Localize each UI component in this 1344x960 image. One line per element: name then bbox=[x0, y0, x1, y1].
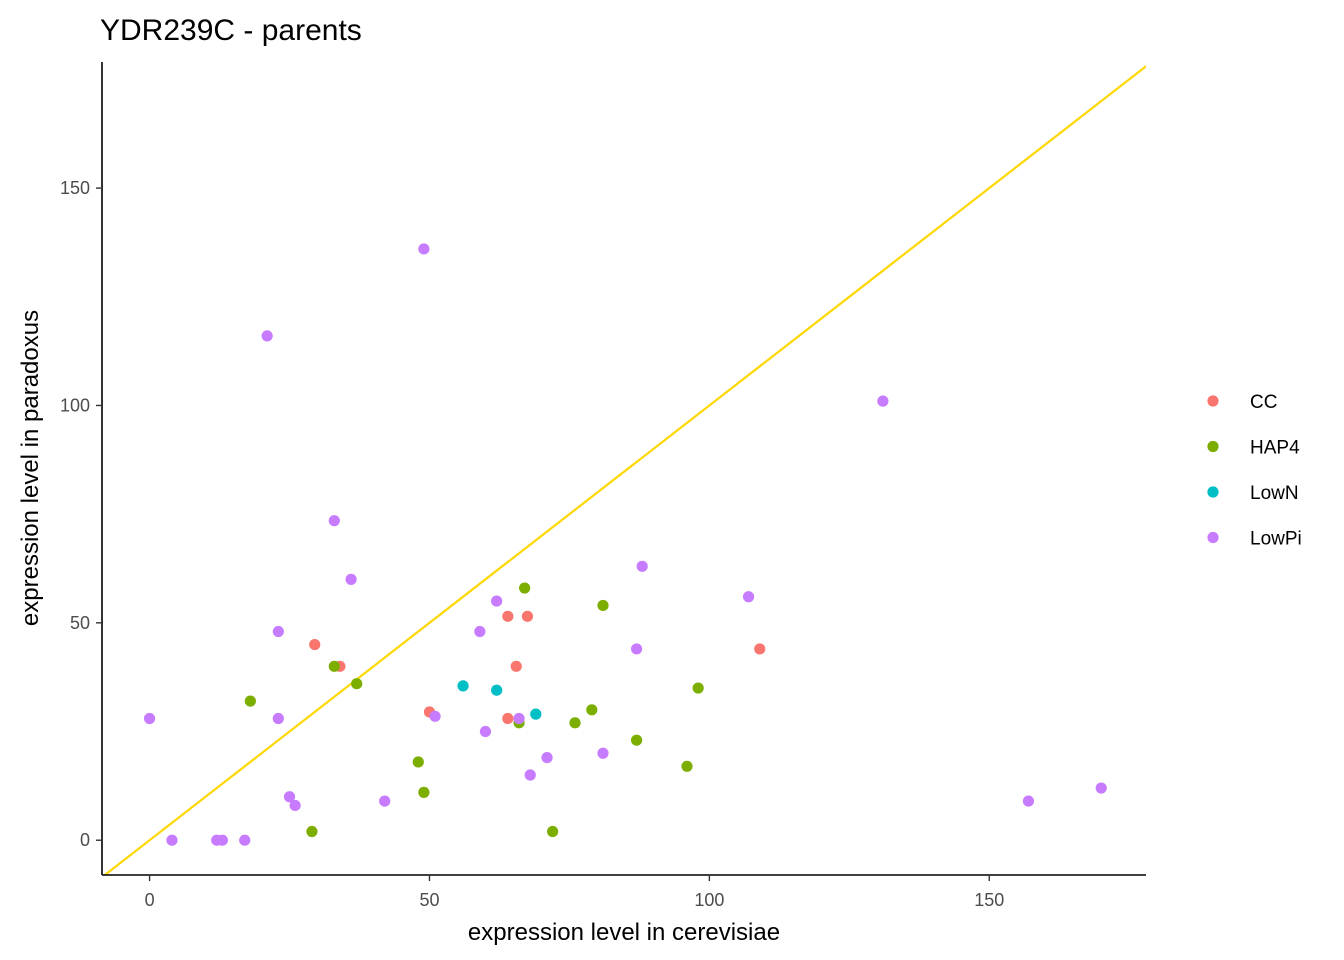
x-tick-label: 50 bbox=[419, 890, 439, 910]
data-point-lowpi bbox=[597, 747, 609, 759]
chart-title: YDR239C - parents bbox=[100, 14, 362, 47]
data-point-lowpi bbox=[474, 625, 486, 638]
data-point-hap4 bbox=[418, 786, 430, 798]
data-point-lowpi bbox=[479, 725, 492, 738]
data-point-lowpi bbox=[513, 712, 525, 725]
data-point-hap4 bbox=[630, 734, 643, 746]
data-points bbox=[143, 243, 1107, 846]
data-point-lowpi bbox=[429, 710, 441, 722]
data-point-lowpi bbox=[143, 712, 156, 725]
y-axis-ticks: 0 50 100 150 bbox=[60, 178, 102, 850]
data-point-lowpi bbox=[239, 834, 251, 846]
data-point-lowpi bbox=[630, 643, 643, 655]
data-point-hap4 bbox=[586, 704, 598, 716]
y-tick-label: 50 bbox=[70, 613, 90, 633]
data-point-hap4 bbox=[681, 760, 693, 772]
data-point-lowpi bbox=[877, 395, 889, 407]
data-point-lowpi bbox=[272, 712, 284, 725]
x-axis-ticks: 0 50 100 150 bbox=[145, 875, 1004, 910]
y-tick-label: 100 bbox=[60, 395, 90, 415]
x-axis-title: expression level in cerevisiae bbox=[468, 919, 780, 946]
data-point-lowpi bbox=[216, 834, 228, 846]
data-point-hap4 bbox=[547, 825, 559, 838]
data-point-lowpi bbox=[328, 515, 340, 527]
data-point-hap4 bbox=[412, 756, 424, 768]
data-point-lowpi bbox=[524, 769, 536, 781]
legend-key-lowpi bbox=[1207, 531, 1219, 544]
data-point-lowpi bbox=[283, 791, 296, 803]
data-point-lown bbox=[530, 708, 542, 720]
data-point-lowpi bbox=[541, 752, 553, 764]
x-tick-label: 100 bbox=[694, 890, 724, 910]
x-tick-label: 150 bbox=[974, 890, 1004, 910]
data-point-hap4 bbox=[328, 660, 340, 672]
data-point-hap4 bbox=[244, 695, 256, 707]
data-point-hap4 bbox=[519, 582, 531, 594]
data-point-hap4 bbox=[306, 825, 318, 838]
y-tick-label: 0 bbox=[80, 830, 90, 850]
legend-label-lown: LowN bbox=[1250, 483, 1299, 504]
data-point-lowpi bbox=[491, 595, 503, 607]
data-point-lowpi bbox=[289, 799, 301, 812]
legend: CC HAP4 LowN LowPi bbox=[1207, 392, 1302, 550]
y-tick-label: 150 bbox=[60, 178, 90, 198]
legend-label-cc: CC bbox=[1250, 392, 1277, 413]
identity-reference-line-group bbox=[103, 64, 1146, 875]
data-point-hap4 bbox=[597, 599, 609, 612]
x-tick-label: 0 bbox=[145, 890, 155, 910]
data-point-lowpi bbox=[379, 795, 391, 807]
data-point-lown bbox=[491, 684, 503, 696]
data-point-cc bbox=[521, 610, 534, 622]
data-point-lown bbox=[457, 680, 469, 692]
legend-key-cc bbox=[1207, 395, 1219, 407]
data-point-lowpi bbox=[261, 330, 273, 342]
data-point-cc bbox=[309, 638, 321, 651]
data-point-cc bbox=[502, 712, 514, 725]
data-point-hap4 bbox=[692, 682, 704, 694]
data-point-lowpi bbox=[742, 591, 755, 603]
legend-key-hap4 bbox=[1207, 440, 1219, 453]
data-point-hap4 bbox=[351, 678, 363, 690]
data-point-lowpi bbox=[272, 625, 284, 638]
data-point-cc bbox=[510, 660, 522, 672]
data-point-lowpi bbox=[345, 573, 357, 585]
data-point-lowpi bbox=[166, 834, 178, 846]
legend-label-lowpi: LowPi bbox=[1250, 529, 1302, 550]
legend-key-lown bbox=[1207, 486, 1219, 498]
data-point-lowpi bbox=[636, 560, 648, 572]
data-point-hap4 bbox=[569, 717, 581, 729]
data-point-cc bbox=[754, 643, 766, 655]
y-axis-title: expression level in paradoxus bbox=[17, 310, 44, 626]
legend-label-hap4: HAP4 bbox=[1250, 438, 1300, 459]
data-point-cc bbox=[502, 610, 514, 622]
identity-reference-line bbox=[103, 64, 1146, 875]
data-point-lowpi bbox=[418, 243, 430, 255]
data-point-lowpi bbox=[1022, 795, 1035, 807]
data-point-lowpi bbox=[1095, 782, 1107, 794]
